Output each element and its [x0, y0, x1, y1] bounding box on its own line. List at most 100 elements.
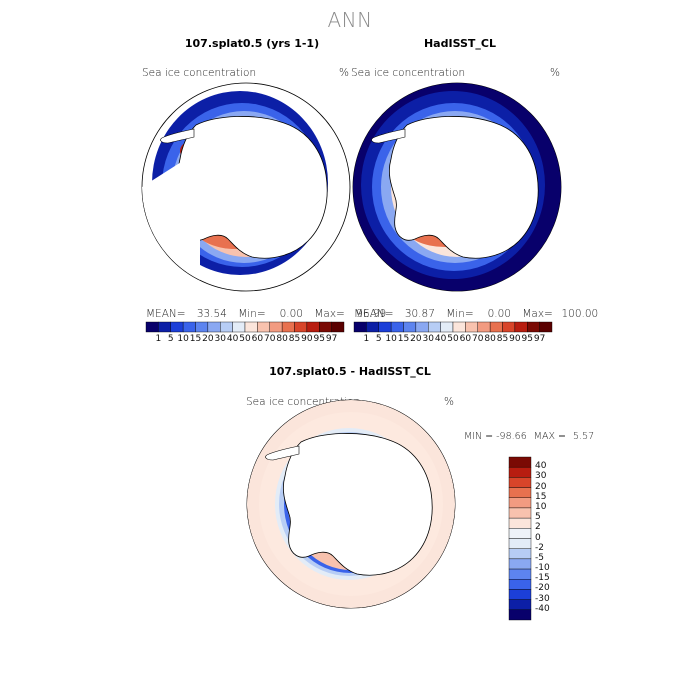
model-colorbar-swatch — [232, 321, 246, 333]
obs-colorbar-tick-label: 15 — [397, 334, 410, 344]
model-colorbar-swatch — [244, 321, 258, 333]
diff-min-value: -98.66 — [496, 431, 527, 442]
model-stats: MEAN= 33.54 Min= 0.00 Max= 96.99 — [146, 308, 386, 320]
obs-colorbar-swatch — [378, 321, 392, 333]
model-mean-label: MEAN= — [146, 308, 186, 320]
obs-max-label: Max= — [522, 308, 553, 320]
obs-colorbar-tick-label: 60 — [459, 334, 472, 344]
diff-colorbar-swatch — [508, 477, 532, 488]
model-map — [141, 82, 351, 292]
obs-colorbar-swatch — [477, 321, 491, 333]
obs-colorbar-tick-label: 90 — [509, 334, 521, 344]
obs-colorbar-tick-label: 80 — [484, 334, 496, 344]
model-colorbar-tick-label: 95 — [313, 334, 325, 344]
obs-colorbar-swatch — [502, 321, 516, 333]
obs-colorbar-tick-label: 5 — [375, 334, 382, 344]
model-colorbar-tick-label: 97 — [325, 334, 338, 344]
diff-colorbar — [508, 456, 532, 621]
diff-colorbar-tick-label: -30 — [535, 593, 550, 604]
diff-units-label: % — [444, 396, 454, 408]
obs-min-label: Min= — [446, 308, 474, 320]
diff-colorbar-tick-label: -2 — [535, 542, 544, 553]
model-colorbar-tick-label: 5 — [167, 334, 174, 344]
diff-min-label: MIN = — [464, 431, 494, 442]
diff-max-label: MAX = — [533, 431, 566, 442]
model-colorbar-swatch — [182, 321, 196, 333]
model-colorbar-swatch — [294, 321, 308, 333]
model-colorbar-swatch — [220, 321, 233, 333]
obs-colorbar-tick-label: 97 — [533, 334, 546, 344]
obs-mean-label: MEAN= — [354, 308, 394, 320]
model-min-value: 0.00 — [279, 308, 303, 320]
obs-colorbar-swatch — [465, 321, 478, 333]
diff-colorbar-swatch — [508, 589, 532, 600]
obs-stats: MEAN= 30.87 Min= 0.00 Max= 100.00 — [354, 308, 598, 320]
diff-panel-title: 107.splat0.5 - HadISST_CL — [269, 365, 431, 378]
model-colorbar-tick-label: 90 — [301, 334, 313, 344]
model-colorbar-tick-label: 40 — [226, 334, 239, 344]
obs-colorbar-tick-label: 1 — [363, 334, 370, 344]
diff-colorbar-tick-label: -5 — [535, 552, 544, 563]
obs-colorbar-tick-label: 10 — [385, 334, 397, 344]
diff-max-value: 5.57 — [573, 431, 595, 442]
diff-colorbar-tick-label: 15 — [535, 491, 547, 502]
page-title: ANN — [327, 8, 373, 32]
obs-colorbar-swatch — [366, 321, 379, 333]
model-colorbar-tick-label: 80 — [276, 334, 288, 344]
obs-colorbar-tick-label: 85 — [496, 334, 509, 344]
diff-colorbar-tick-label: 30 — [535, 471, 547, 482]
diff-colorbar-swatch — [508, 599, 532, 611]
model-colorbar-tick-label: 70 — [264, 334, 276, 344]
obs-colorbar-swatch — [415, 321, 429, 333]
model-colorbar-tick-label: 85 — [288, 334, 301, 344]
obs-units-label: % — [550, 67, 560, 79]
obs-colorbar — [353, 321, 553, 333]
model-max-label: Max= — [314, 308, 345, 320]
model-colorbar-swatch — [306, 321, 320, 333]
model-colorbar-swatch — [257, 321, 270, 333]
obs-colorbar-tick-label: 30 — [422, 334, 434, 344]
obs-max-value: 100.00 — [561, 308, 599, 320]
model-colorbar-swatch — [195, 321, 209, 333]
model-colorbar-swatch — [331, 321, 345, 333]
model-colorbar-swatch — [281, 321, 295, 333]
diff-colorbar-swatch — [508, 497, 532, 509]
obs-colorbar-swatch — [514, 321, 528, 333]
diff-colorbar-tick-label: -15 — [535, 573, 550, 584]
diff-map — [246, 399, 456, 609]
model-colorbar-tick-label: 50 — [239, 334, 251, 344]
obs-panel-title: HadISST_CL — [423, 37, 497, 50]
model-colorbar-swatch — [170, 321, 184, 333]
diff-colorbar-swatch — [508, 466, 532, 478]
diff-colorbar-tick-label: -40 — [535, 603, 550, 614]
diff-colorbar-tick-label: 5 — [535, 512, 541, 523]
diff-colorbar-tick-label: 40 — [535, 461, 547, 472]
obs-min-value: 0.00 — [487, 308, 511, 320]
model-colorbar-tick-label: 20 — [202, 334, 214, 344]
diff-colorbar-tick-label: 2 — [535, 522, 541, 533]
obs-colorbar-swatch — [403, 321, 417, 333]
model-colorbar-swatch — [269, 321, 283, 333]
obs-colorbar-swatch — [452, 321, 466, 333]
diff-colorbar-tick-label: 0 — [535, 532, 541, 543]
diff-colorbar-swatch — [508, 558, 532, 570]
diff-colorbar-swatch — [508, 538, 532, 549]
obs-colorbar-tick-label: 95 — [521, 334, 533, 344]
obs-colorbar-swatch — [428, 321, 441, 333]
obs-colorbar-tick-label: 40 — [434, 334, 447, 344]
obs-colorbar-tick-label: 70 — [472, 334, 484, 344]
model-colorbar-swatch — [158, 321, 171, 333]
obs-field-label: Sea ice concentration — [351, 67, 466, 79]
diff-colorbar-swatch — [508, 568, 532, 580]
model-mean-value: 33.54 — [196, 308, 227, 320]
model-colorbar — [145, 321, 345, 333]
diff-colorbar-swatch — [508, 609, 532, 621]
diff-colorbar-swatch — [508, 456, 532, 468]
diff-colorbar-swatch — [508, 487, 532, 498]
model-units-label: % — [339, 67, 349, 79]
obs-colorbar-swatch — [353, 321, 367, 333]
obs-colorbar-swatch — [539, 321, 553, 333]
diff-colorbar-tick-label: 10 — [535, 501, 547, 512]
obs-colorbar-swatch — [527, 321, 540, 333]
